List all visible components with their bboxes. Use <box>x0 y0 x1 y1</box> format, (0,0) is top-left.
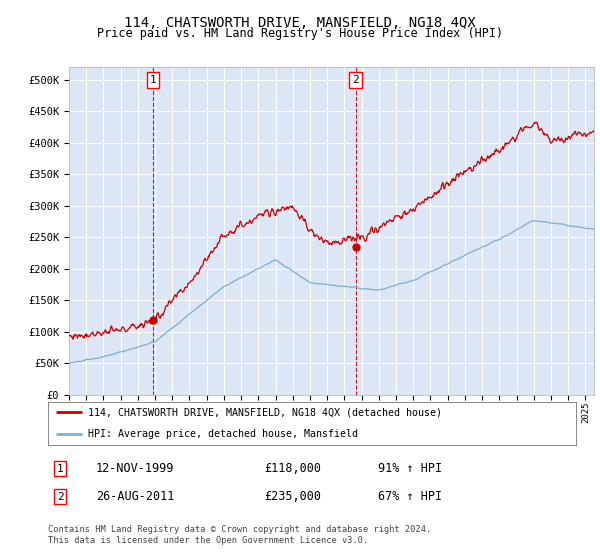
Text: 12-NOV-1999: 12-NOV-1999 <box>96 462 175 475</box>
Text: 67% ↑ HPI: 67% ↑ HPI <box>378 490 442 503</box>
Text: 1: 1 <box>56 464 64 474</box>
Text: Contains HM Land Registry data © Crown copyright and database right 2024.
This d: Contains HM Land Registry data © Crown c… <box>48 525 431 545</box>
Text: £235,000: £235,000 <box>264 490 321 503</box>
Text: 2: 2 <box>56 492 64 502</box>
Text: 91% ↑ HPI: 91% ↑ HPI <box>378 462 442 475</box>
Text: Price paid vs. HM Land Registry's House Price Index (HPI): Price paid vs. HM Land Registry's House … <box>97 27 503 40</box>
Text: 114, CHATSWORTH DRIVE, MANSFIELD, NG18 4QX: 114, CHATSWORTH DRIVE, MANSFIELD, NG18 4… <box>124 16 476 30</box>
Text: £118,000: £118,000 <box>264 462 321 475</box>
Text: 2: 2 <box>352 75 359 85</box>
Text: 114, CHATSWORTH DRIVE, MANSFIELD, NG18 4QX (detached house): 114, CHATSWORTH DRIVE, MANSFIELD, NG18 4… <box>88 408 442 417</box>
Text: 26-AUG-2011: 26-AUG-2011 <box>96 490 175 503</box>
Text: 1: 1 <box>149 75 156 85</box>
Text: HPI: Average price, detached house, Mansfield: HPI: Average price, detached house, Mans… <box>88 430 358 439</box>
